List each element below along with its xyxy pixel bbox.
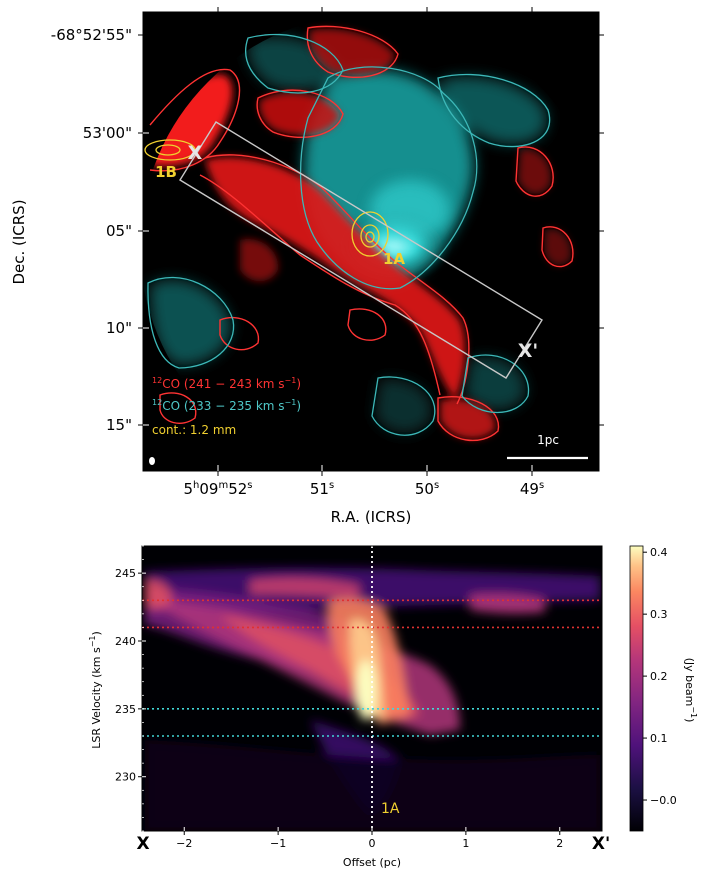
- colorbar-tick-label-0: 0.4: [650, 546, 668, 559]
- ra-axis-label: R.A. (ICRS): [331, 508, 412, 526]
- pv-y-tick-label-1: 235: [115, 703, 136, 716]
- ra-tick-52s: 5h09m52s: [183, 480, 252, 498]
- continuum-contours: [144, 139, 389, 257]
- red-contours: [149, 25, 574, 442]
- top-axis-ticks: [138, 7, 604, 476]
- dec-tick-1: -68°52'55": [51, 26, 132, 44]
- dec-tick-4: 10": [106, 319, 132, 337]
- pv-y-tick-label-0: 230: [115, 771, 136, 784]
- top-frame: [142, 11, 600, 472]
- pv-x-tick-label-2: 0: [369, 837, 376, 850]
- red-emission: [145, 28, 571, 439]
- pv-source-label: 1A: [381, 801, 400, 817]
- pv-end-right: X': [592, 834, 610, 854]
- cut-start-label: X: [188, 142, 203, 164]
- top-legend: 12CO (241 − 243 km s−1) 12CO (233 − 235 …: [152, 376, 301, 437]
- ra-tick-49s: 49s: [520, 480, 544, 498]
- dec-tick-2: 53'00": [83, 124, 132, 142]
- source-1b-label: 1B: [155, 163, 177, 181]
- colorbar-ticks: 0.4 0.3 0.2 0.1 −0.0: [643, 546, 677, 807]
- cut-end-label: X': [518, 340, 538, 362]
- ra-tick-50s: 50s: [415, 480, 439, 498]
- colorbar: 0.4 0.3 0.2 0.1 −0.0 (Jy beam−1): [629, 545, 698, 832]
- dec-axis-label: Dec. (ICRS): [10, 199, 28, 284]
- colorbar-tick-label-1: 0.3: [650, 608, 668, 621]
- pv-x-tick-label-1: −1: [270, 837, 286, 850]
- scale-bar-label: 1pc: [537, 433, 559, 447]
- pv-y-tick-label-2: 240: [115, 635, 136, 648]
- pv-x-tick-label-3: 1: [462, 837, 469, 850]
- colorbar-label: (Jy beam−1): [683, 658, 698, 723]
- colorbar-tick-label-4: −0.0: [650, 794, 677, 807]
- source-1a-label: 1A: [383, 250, 405, 268]
- colorbar-tick-label-2: 0.2: [650, 670, 668, 683]
- pv-x-tick-label-0: −2: [176, 837, 192, 850]
- pv-axis-ticks: −2 −1 0 1 2 230 235 240 245: [115, 545, 563, 850]
- legend-red: 12CO (241 − 243 km s−1): [152, 376, 301, 391]
- colorbar-tick-label-3: 0.1: [650, 732, 668, 745]
- pv-x-tick-label-4: 2: [556, 837, 563, 850]
- cyan-contours: [147, 33, 551, 436]
- pv-end-left: X: [136, 834, 149, 854]
- top-image-panel: X X' 1B 1A 12CO (241 − 243 km s−1) 12CO …: [10, 7, 604, 526]
- pv-x-axis-label: Offset (pc): [343, 856, 401, 869]
- colorbar-gradient: [629, 545, 644, 832]
- pv-y-axis-label: LSR Velocity (km s−1): [88, 631, 103, 749]
- top-inner-ticks: [143, 132, 533, 471]
- beam-ellipse: [149, 457, 155, 465]
- pv-emission: [145, 567, 600, 831]
- dec-tick-5: 15": [106, 416, 132, 434]
- pv-y-tick-label-3: 245: [115, 567, 136, 580]
- ra-tick-51s: 51s: [310, 480, 334, 498]
- dec-tick-3: 05": [106, 222, 132, 240]
- pv-reference-lines: [142, 546, 602, 831]
- pv-cut-box: [179, 121, 543, 379]
- legend-cyan: 12CO (233 − 235 km s−1): [152, 398, 301, 413]
- legend-continuum: cont.: 1.2 mm: [152, 423, 236, 437]
